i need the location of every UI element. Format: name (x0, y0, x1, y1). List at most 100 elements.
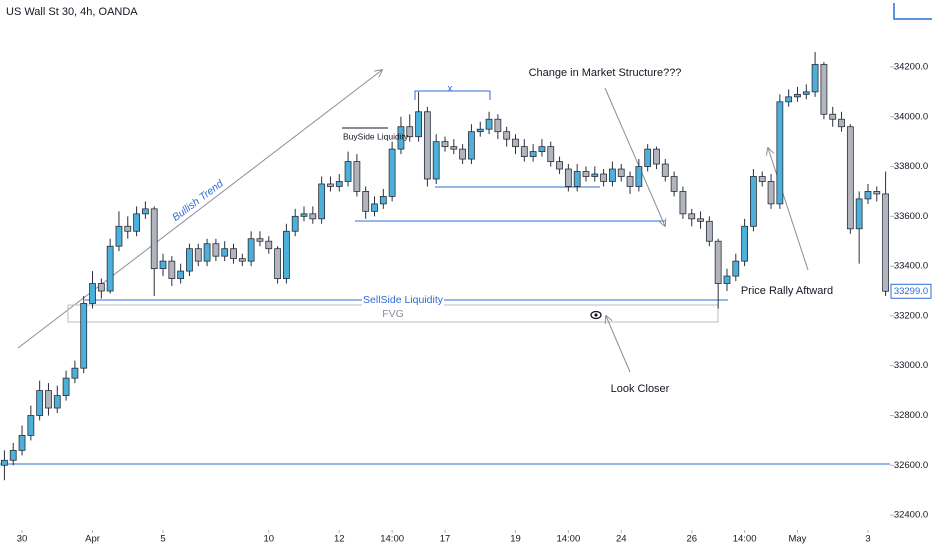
fvg-label: FVG (382, 308, 404, 320)
candle-body (36, 390, 44, 416)
candle-body (485, 118, 493, 130)
candle-body (212, 243, 220, 257)
candle-body (106, 245, 114, 292)
candle-body (141, 208, 149, 215)
candle-body (177, 270, 185, 279)
candles (1, 52, 889, 481)
x-tick-label: 3 (865, 534, 870, 545)
candle-body (327, 183, 334, 187)
candle-body (168, 260, 176, 279)
candle-body (476, 128, 484, 133)
candle-body (529, 151, 537, 157)
candle-body (723, 275, 731, 284)
candle-body (776, 101, 784, 205)
candle-body (855, 198, 863, 230)
candle-body (53, 395, 61, 409)
y-tick-label: 33600.0 (894, 211, 928, 222)
candle-body (582, 171, 590, 177)
look-arrow (606, 316, 631, 373)
candle-body (468, 131, 475, 160)
candle-body (80, 303, 88, 369)
look-closer-label: Look Closer (611, 383, 670, 395)
candle-body (159, 260, 167, 270)
candle-body (653, 148, 660, 165)
candle-body (564, 168, 572, 187)
last-price-box (890, 283, 932, 299)
x-tick-label: 14:00 (733, 534, 757, 545)
candle-body (9, 449, 17, 461)
x-tick-label: 14:00 (380, 534, 404, 545)
candle-body (732, 260, 740, 277)
candle-body (644, 148, 652, 167)
candle-body (397, 126, 405, 150)
candle-body (362, 191, 370, 212)
candle-body (802, 91, 810, 95)
candle-body (873, 191, 881, 195)
candle-body (238, 258, 246, 262)
candle-body (705, 220, 713, 242)
candle-body (864, 191, 872, 200)
x-tick-label: 17 (440, 534, 451, 545)
sellside-label-bg (362, 294, 444, 306)
candle-body (265, 240, 273, 250)
candle-body (556, 161, 563, 170)
candle-body (503, 131, 511, 140)
candle-body (335, 181, 343, 187)
plot (0, 70, 890, 465)
candle-body (291, 215, 299, 232)
candle-body (441, 141, 449, 148)
candle-body (670, 176, 678, 192)
x-tick-label: 10 (263, 534, 274, 545)
candle-body (309, 213, 317, 220)
candle-body (415, 111, 422, 138)
x-tick-label: May (788, 534, 806, 545)
candle-body (203, 243, 211, 262)
x-tick-label: 14:00 (556, 534, 580, 545)
candle-body (661, 163, 669, 177)
trend-arrow (17, 70, 382, 349)
candle-body (256, 238, 264, 242)
candle-body (697, 218, 704, 222)
candle-body (573, 171, 581, 187)
x-bracket (414, 90, 491, 100)
candle-body (882, 193, 889, 292)
candle-body (547, 146, 555, 162)
candle-body (538, 146, 546, 153)
candle-body (838, 118, 845, 128)
candle-body (89, 283, 96, 304)
candle-body (494, 118, 502, 133)
y-tick-label: 34000.0 (894, 111, 928, 122)
candle-body (512, 138, 519, 148)
candle-body (300, 213, 308, 217)
x-label: x (448, 84, 453, 95)
candle-body (133, 213, 140, 232)
x-tick-label: 12 (334, 534, 345, 545)
x-tick-label: 19 (510, 534, 521, 545)
candle-body (282, 230, 290, 279)
candle-body (794, 93, 801, 98)
candle-body (520, 146, 528, 157)
candle-body (27, 415, 35, 436)
y-tick-label: 33800.0 (894, 161, 928, 172)
candle-body (62, 377, 70, 396)
candle-body (353, 161, 361, 192)
candle-body (688, 213, 696, 220)
candle-body (750, 176, 757, 227)
structure-arrow (604, 87, 665, 226)
candle-body (18, 435, 26, 451)
corner-icon (893, 3, 932, 20)
candle-body (371, 203, 378, 212)
y-tick-label: 32400.0 (894, 510, 928, 521)
candle-body (97, 283, 105, 292)
candle-body (71, 367, 79, 379)
candle-body (626, 176, 634, 187)
y-tick-label: 34200.0 (894, 61, 928, 72)
candle-body (785, 96, 793, 103)
candle-body (820, 64, 828, 115)
sellside-label: SellSide Liquidity (363, 294, 444, 306)
x-tick-label: 30 (17, 534, 28, 545)
candle-body (247, 238, 255, 262)
buyside-label: BuySide Liquidity (343, 131, 409, 141)
